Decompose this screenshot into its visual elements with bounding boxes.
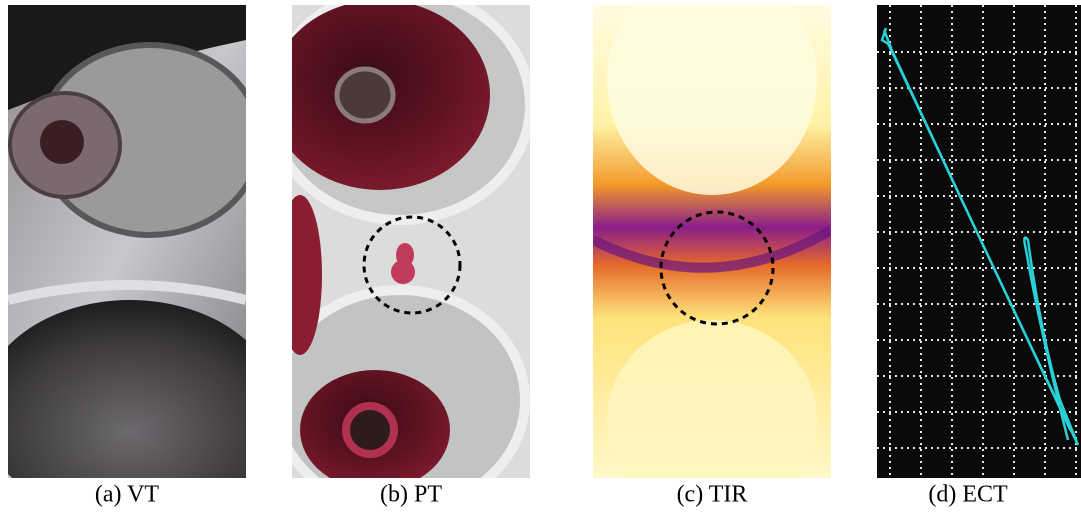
panel-ect [877,5,1081,478]
panel-pt [270,0,530,510]
panel-vt [0,5,280,513]
caption: (c) TIR [677,482,748,508]
caption: (a) VT [95,482,160,508]
caption: (b) PT [380,482,442,508]
panel-tir [593,0,831,513]
figure: (a) VT (b) PT (c) TIR (d) ECT [0,0,1081,513]
caption: (d) ECT [928,482,1008,508]
page: {"panels": [{"caption": "(a) VT"}, {"cap… [0,0,1081,513]
